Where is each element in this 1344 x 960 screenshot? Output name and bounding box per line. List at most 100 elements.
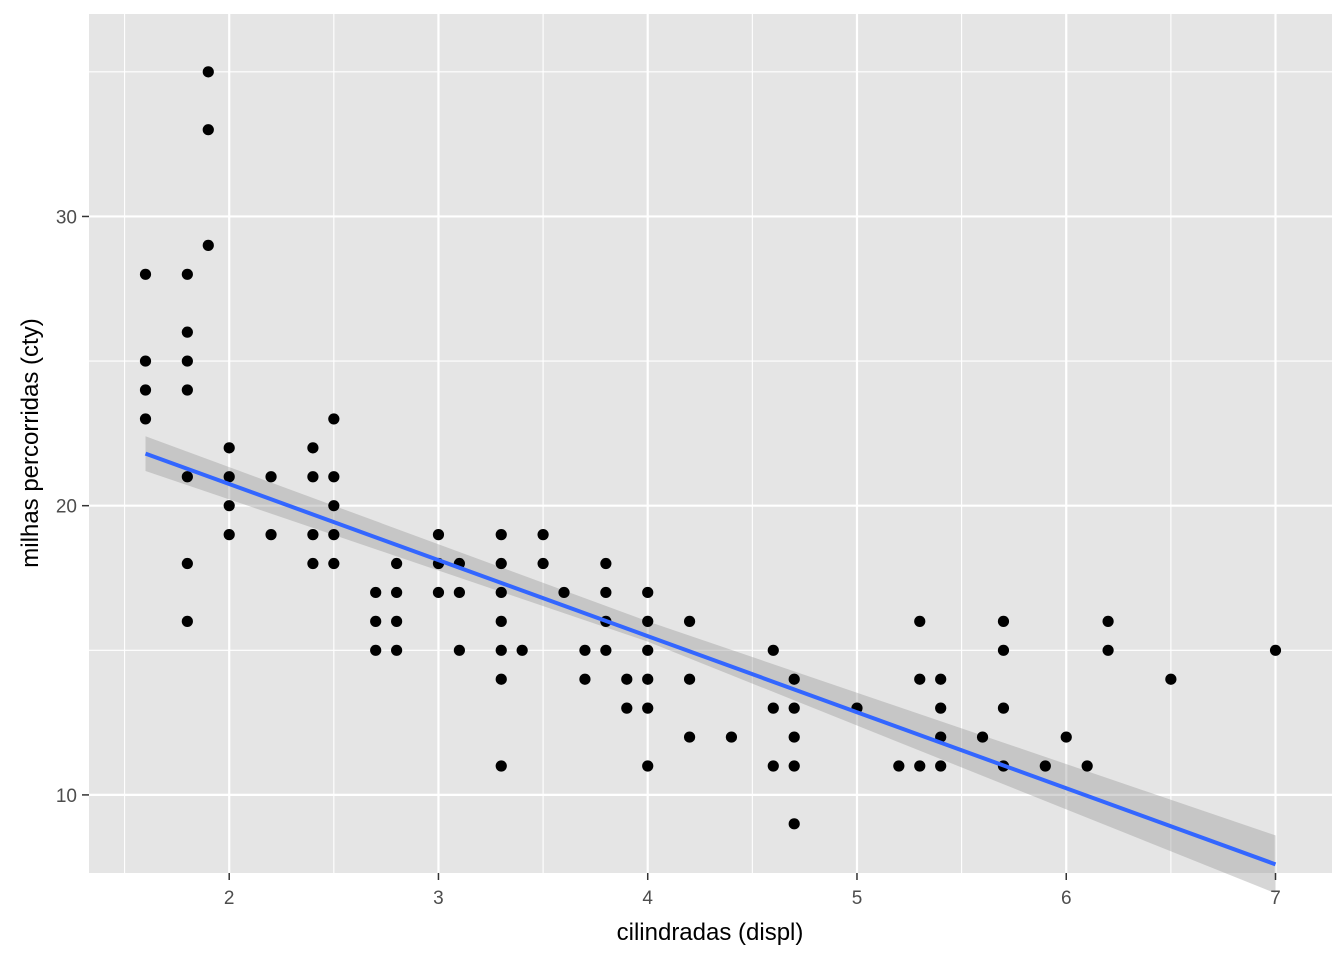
data-point xyxy=(537,557,549,570)
data-point xyxy=(495,673,507,685)
data-point xyxy=(495,615,507,627)
data-point xyxy=(600,644,612,656)
data-point xyxy=(1165,673,1177,685)
data-point xyxy=(621,702,633,714)
data-point xyxy=(495,529,507,541)
data-point xyxy=(265,529,277,541)
data-point xyxy=(181,471,193,483)
data-point xyxy=(391,557,403,570)
data-point xyxy=(139,268,152,280)
y-tick-label: 30 xyxy=(56,207,77,228)
y-tick-label: 10 xyxy=(56,786,77,807)
data-point xyxy=(997,615,1010,627)
data-point xyxy=(202,66,214,78)
data-point xyxy=(1081,760,1093,772)
data-point xyxy=(642,702,654,714)
data-point xyxy=(537,529,549,541)
y-axis-title: milhas percorridas (cty) xyxy=(17,318,44,567)
data-point xyxy=(181,384,193,396)
data-point xyxy=(202,239,214,251)
data-point xyxy=(788,731,800,743)
data-point xyxy=(328,413,340,425)
data-point xyxy=(202,124,214,136)
data-point xyxy=(683,673,696,685)
x-tick-label: 7 xyxy=(1270,888,1281,909)
data-point xyxy=(642,760,654,772)
data-points-layer xyxy=(139,66,1282,830)
data-point xyxy=(788,818,800,830)
data-point xyxy=(1060,731,1072,743)
data-point xyxy=(181,355,193,367)
data-point xyxy=(328,529,340,541)
data-point xyxy=(495,760,507,772)
data-point xyxy=(307,557,319,570)
data-point xyxy=(788,702,800,714)
data-point xyxy=(328,500,340,512)
data-point xyxy=(453,644,465,656)
data-point xyxy=(997,702,1010,714)
data-point xyxy=(579,673,591,685)
data-point xyxy=(370,586,382,599)
data-point xyxy=(181,557,193,570)
data-point xyxy=(370,615,382,627)
data-point xyxy=(600,586,612,599)
data-point xyxy=(935,702,947,714)
x-tick-label: 4 xyxy=(642,888,653,909)
data-point xyxy=(328,557,340,570)
data-point xyxy=(683,731,696,743)
x-axis-title: cilindradas (displ) xyxy=(617,919,804,946)
data-point xyxy=(328,471,340,483)
data-point xyxy=(391,615,403,627)
data-point xyxy=(181,326,193,338)
panel-background xyxy=(89,14,1332,873)
data-point xyxy=(223,529,235,541)
data-point xyxy=(139,355,152,367)
data-point xyxy=(767,760,779,772)
x-tick-label: 6 xyxy=(1061,888,1072,909)
data-point xyxy=(600,557,612,570)
data-point xyxy=(453,586,465,599)
data-point xyxy=(621,673,633,685)
data-point xyxy=(1039,760,1051,772)
x-tick-label: 5 xyxy=(852,888,863,909)
major-gridlines xyxy=(89,14,1332,873)
data-point xyxy=(181,268,193,280)
data-point xyxy=(893,760,905,772)
data-point xyxy=(391,586,403,599)
data-point xyxy=(223,471,235,483)
data-point xyxy=(788,760,800,772)
x-axis: 2 3 4 5 6 7 xyxy=(224,873,1281,909)
fit-line-layer xyxy=(144,451,1277,867)
data-point xyxy=(767,644,779,656)
data-point xyxy=(935,673,947,685)
data-point xyxy=(432,529,445,541)
data-point xyxy=(642,586,654,599)
data-point xyxy=(683,615,696,627)
data-point xyxy=(223,500,235,512)
data-point xyxy=(558,586,570,599)
data-point xyxy=(495,586,507,599)
data-point xyxy=(914,673,926,685)
data-point xyxy=(767,702,779,714)
data-point xyxy=(642,673,654,685)
data-point xyxy=(307,529,319,541)
data-point xyxy=(914,615,926,627)
data-point xyxy=(976,731,989,743)
data-point xyxy=(307,442,319,454)
x-tick-label: 3 xyxy=(433,888,444,909)
data-point xyxy=(495,644,507,656)
data-point xyxy=(788,673,800,685)
data-point xyxy=(265,471,277,483)
data-point xyxy=(914,760,926,772)
y-tick-label: 20 xyxy=(56,497,77,518)
data-point xyxy=(642,615,654,627)
data-point xyxy=(139,413,152,425)
data-point xyxy=(495,557,507,570)
data-point xyxy=(1102,615,1114,627)
data-point xyxy=(579,644,591,656)
data-point xyxy=(997,644,1010,656)
data-point xyxy=(1102,644,1114,656)
data-point xyxy=(391,644,403,656)
confidence-band xyxy=(145,436,1276,894)
